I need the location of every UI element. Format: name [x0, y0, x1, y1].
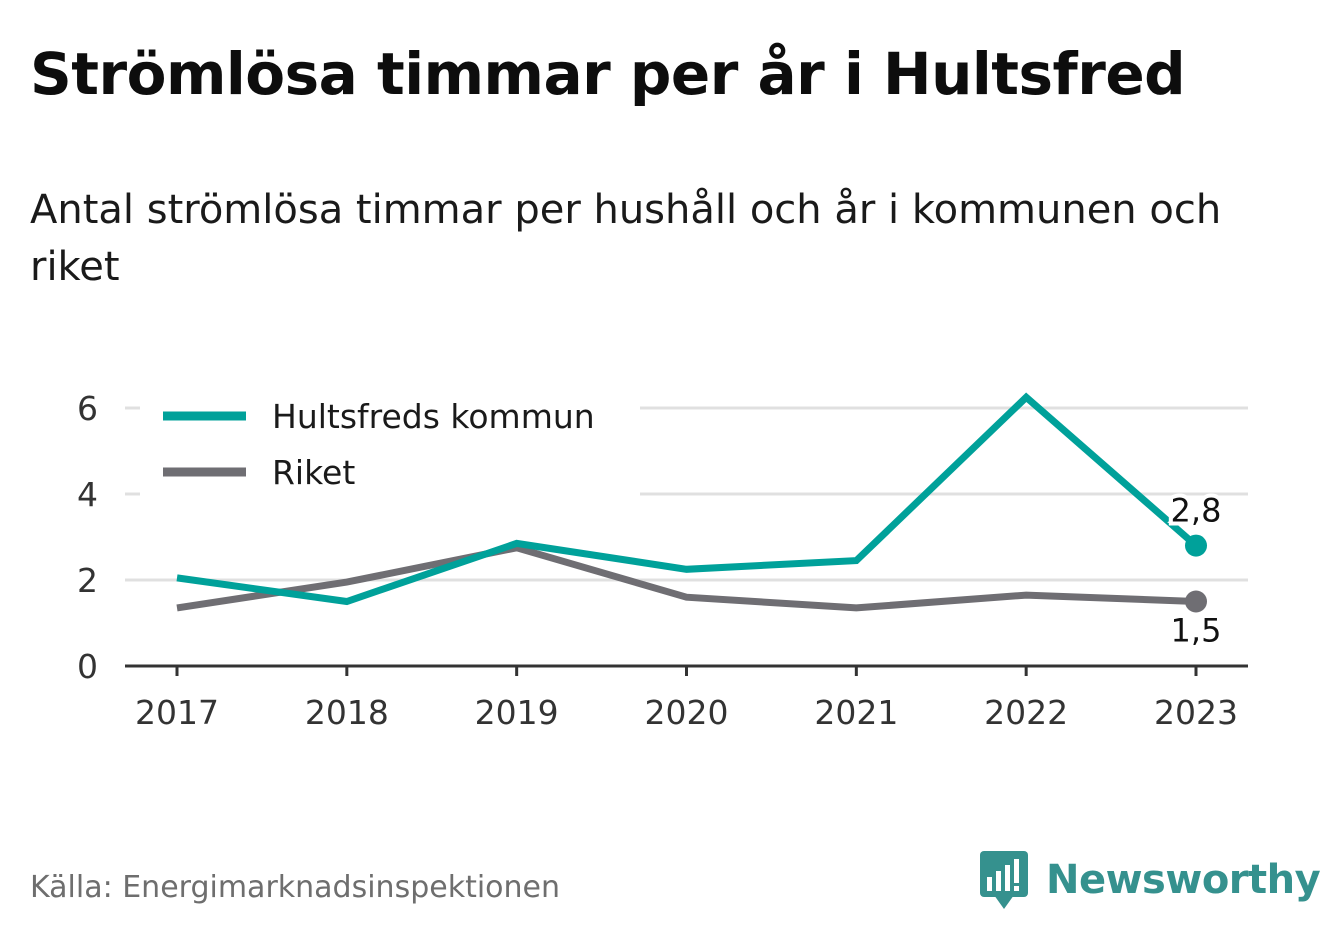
- y-tick-label: 0: [77, 647, 98, 686]
- legend-background: [140, 390, 640, 500]
- source-note: Källa: Energimarknadsinspektionen: [30, 870, 561, 905]
- x-tick-label: 2022: [984, 693, 1068, 732]
- chart-title: Strömlösa timmar per år i Hultsfred: [30, 40, 1186, 108]
- end-value-label: 1,5: [1171, 612, 1222, 650]
- y-tick-label: 6: [77, 389, 98, 428]
- series-line: [176, 392, 1199, 606]
- brand-name: Newsworthy: [1046, 857, 1321, 903]
- x-tick-label: 2017: [135, 693, 219, 732]
- x-tick-label: 2023: [1154, 693, 1238, 732]
- end-point-marker: [1185, 590, 1207, 613]
- chart-subtitle: Antal strömlösa timmar per hushåll och å…: [30, 187, 1222, 290]
- x-tick-label: 2019: [475, 693, 559, 732]
- bar-chart-speech-bubble-icon: [980, 851, 1028, 909]
- legend-label: Hultsfreds kommun: [272, 397, 595, 436]
- end-point-marker: [1185, 534, 1207, 557]
- x-tick-label: 2018: [305, 693, 389, 732]
- legend-label: Riket: [272, 453, 355, 492]
- x-tick-label: 2021: [814, 693, 898, 732]
- x-tick-label: 2020: [645, 693, 729, 732]
- end-labels: 2,8 1,5: [1167, 488, 1226, 654]
- legend: Hultsfreds kommun Riket: [140, 390, 640, 500]
- x-axis: 2017 2018 2019 2020 2021 2022 2023: [125, 664, 1248, 732]
- series-lines: [176, 392, 1199, 612]
- series-line: [176, 544, 1197, 612]
- y-tick-label: 2: [77, 561, 98, 600]
- end-value-label: 2,8: [1171, 492, 1222, 530]
- brand-logo: Newsworthy: [978, 848, 1321, 912]
- y-tick-label: 4: [77, 475, 98, 514]
- y-axis: 0 2 4 6: [77, 389, 98, 686]
